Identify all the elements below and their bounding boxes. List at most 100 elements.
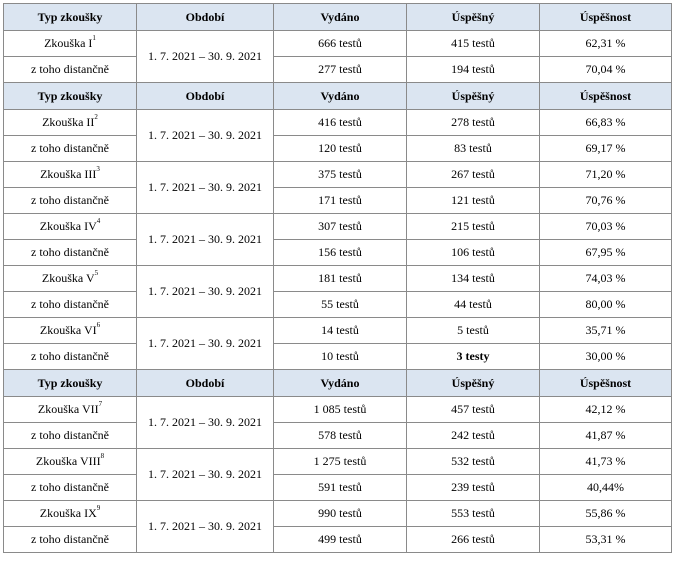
table-row-distance: z toho distančně 578 testů 242 testů 41,87 …	[3, 422, 672, 449]
header-rate: Úspěšnost	[539, 3, 672, 31]
issued-cell: 990 testů	[273, 500, 407, 527]
period-cell: 1. 7. 2021 – 30. 9. 2021	[136, 213, 274, 266]
header-type: Typ zkoušky	[3, 369, 137, 397]
passed-cell: 415 testů	[406, 30, 540, 57]
exam-name-cell: Zkouška I1	[3, 30, 137, 57]
footnote-marker: 3	[96, 165, 100, 173]
distance-rate-cell: 80,00 %	[539, 291, 672, 318]
distance-rate-cell: 41,87 %	[539, 422, 672, 449]
exam-name: Zkouška VIII	[35, 454, 101, 468]
rate-cell: 62,31 %	[539, 30, 672, 57]
distance-passed-cell: 44 testů	[406, 291, 540, 318]
distance-passed-cell: 242 testů	[406, 422, 540, 449]
footnote-marker: 4	[96, 217, 101, 225]
exam-name-cell: Zkouška VII7	[3, 396, 137, 423]
table-row-distance: z toho distančně 156 testů 106 testů 67,95 …	[3, 239, 672, 266]
distance-rate-cell: 67,95 %	[539, 239, 672, 266]
table-row: Zkouška IX9 1. 7. 2021 – 30. 9. 2021 990 t…	[3, 500, 672, 553]
distance-passed-cell: 83 testů	[406, 135, 540, 162]
period-cell: 1. 7. 2021 – 30. 9. 2021	[136, 448, 274, 501]
distance-passed-cell: 266 testů	[406, 526, 540, 553]
passed-cell: 278 testů	[406, 109, 540, 136]
header-issued: Vydáno	[273, 369, 407, 397]
distance-label-cell: z toho distančně	[3, 56, 137, 83]
distance-issued-cell: 499 testů	[273, 526, 407, 553]
distance-label-cell: z toho distančně	[3, 239, 137, 266]
passed-cell: 267 testů	[406, 161, 540, 188]
period-cell: 1. 7. 2021 – 30. 9. 2021	[136, 161, 274, 214]
footnote-marker: 5	[94, 269, 99, 277]
table-row: Zkouška I1 1. 7. 2021 – 30. 9. 2021 666 te…	[3, 30, 672, 83]
table-row-distance: z toho distančně 10 testů 3 testy 30,00 %	[3, 343, 672, 370]
distance-issued-cell: 10 testů	[273, 343, 407, 370]
issued-cell: 1 275 testů	[273, 448, 407, 475]
header-type: Typ zkoušky	[3, 3, 137, 31]
table-row: Zkouška III3 1. 7. 2021 – 30. 9. 2021 375 …	[3, 161, 672, 214]
distance-issued-cell: 156 testů	[273, 239, 407, 266]
distance-rate-cell: 70,04 %	[539, 56, 672, 83]
header-period: Období	[136, 82, 274, 110]
rate-cell: 35,71 %	[539, 317, 672, 344]
passed-cell: 553 testů	[406, 500, 540, 527]
distance-rate-cell: 69,17 %	[539, 135, 672, 162]
exam-name: Zkouška VII	[37, 402, 99, 416]
issued-cell: 181 testů	[273, 265, 407, 292]
header-rate: Úspěšnost	[539, 82, 672, 110]
exam-name-cell: Zkouška II2	[3, 109, 137, 136]
footnote-marker: 7	[98, 400, 103, 408]
distance-label-cell: z toho distančně	[3, 291, 137, 318]
header-passed: Úspěšný	[406, 369, 540, 397]
rate-cell: 74,03 %	[539, 265, 672, 292]
distance-issued-cell: 120 testů	[273, 135, 407, 162]
distance-rate-cell: 53,31 %	[539, 526, 672, 553]
distance-rate-cell: 70,76 %	[539, 187, 672, 214]
passed-cell: 532 testů	[406, 448, 540, 475]
exam-name-cell: Zkouška IX9	[3, 500, 137, 527]
exam-name: Zkouška V	[41, 271, 95, 285]
period-cell: 1. 7. 2021 – 30. 9. 2021	[136, 500, 274, 553]
rate-cell: 41,73 %	[539, 448, 672, 475]
table-row: Zkouška II2 1. 7. 2021 – 30. 9. 2021 416 t…	[3, 109, 672, 162]
footnote-marker: 2	[94, 113, 98, 121]
table-row: Zkouška VIII8 1. 7. 2021 – 30. 9. 2021 1 2…	[3, 448, 672, 501]
rate-cell: 70,03 %	[539, 213, 672, 240]
passed-cell: 215 testů	[406, 213, 540, 240]
rate-cell: 66,83 %	[539, 109, 672, 136]
passed-cell: 134 testů	[406, 265, 540, 292]
distance-issued-cell: 55 testů	[273, 291, 407, 318]
table-row-distance: z toho distančně 55 testů 44 testů 80,00 %	[3, 291, 672, 318]
issued-cell: 1 085 testů	[273, 396, 407, 423]
footnote-marker: 6	[96, 321, 101, 329]
header-rate: Úspěšnost	[539, 369, 672, 397]
header-passed: Úspěšný	[406, 82, 540, 110]
distance-passed-cell: 3 testy	[406, 343, 540, 370]
exam-name: Zkouška IX	[39, 506, 97, 520]
rate-cell: 71,20 %	[539, 161, 672, 188]
table-row-distance: z toho distančně 171 testů 121 testů 70,76 …	[3, 187, 672, 214]
table-row: Zkouška V5 1. 7. 2021 – 30. 9. 2021 181 te…	[3, 265, 672, 318]
footnote-marker: 1	[92, 34, 96, 42]
distance-passed-cell: 239 testů	[406, 474, 540, 501]
exam-name-cell: Zkouška V5	[3, 265, 137, 292]
exam-name: Zkouška VI	[39, 323, 97, 337]
distance-issued-cell: 578 testů	[273, 422, 407, 449]
header-issued: Vydáno	[273, 82, 407, 110]
exam-results-table: Typ zkoušky Období Vydáno Úspěšný Úspěšnost Z…	[3, 3, 672, 553]
distance-label-cell: z toho distančně	[3, 343, 137, 370]
period-cell: 1. 7. 2021 – 30. 9. 2021	[136, 396, 274, 449]
distance-label-cell: z toho distančně	[3, 422, 137, 449]
period-cell: 1. 7. 2021 – 30. 9. 2021	[136, 109, 274, 162]
exam-name-cell: Zkouška VI6	[3, 317, 137, 344]
exam-name-cell: Zkouška IV4	[3, 213, 137, 240]
distance-rate-cell: 30,00 %	[539, 343, 672, 370]
header-row: Typ zkoušky Období Vydáno Úspěšný Úspěšnost	[3, 82, 672, 110]
passed-cell: 457 testů	[406, 396, 540, 423]
exam-name-cell: Zkouška III3	[3, 161, 137, 188]
header-row: Typ zkoušky Období Vydáno Úspěšný Úspěšnost	[3, 369, 672, 397]
distance-passed-cell: 106 testů	[406, 239, 540, 266]
period-cell: 1. 7. 2021 – 30. 9. 2021	[136, 317, 274, 370]
exam-name: Zkouška IV	[39, 219, 97, 233]
table-row: Zkouška VI6 1. 7. 2021 – 30. 9. 2021 14 te…	[3, 317, 672, 370]
period-cell: 1. 7. 2021 – 30. 9. 2021	[136, 30, 274, 83]
footnote-marker: 9	[96, 504, 101, 512]
